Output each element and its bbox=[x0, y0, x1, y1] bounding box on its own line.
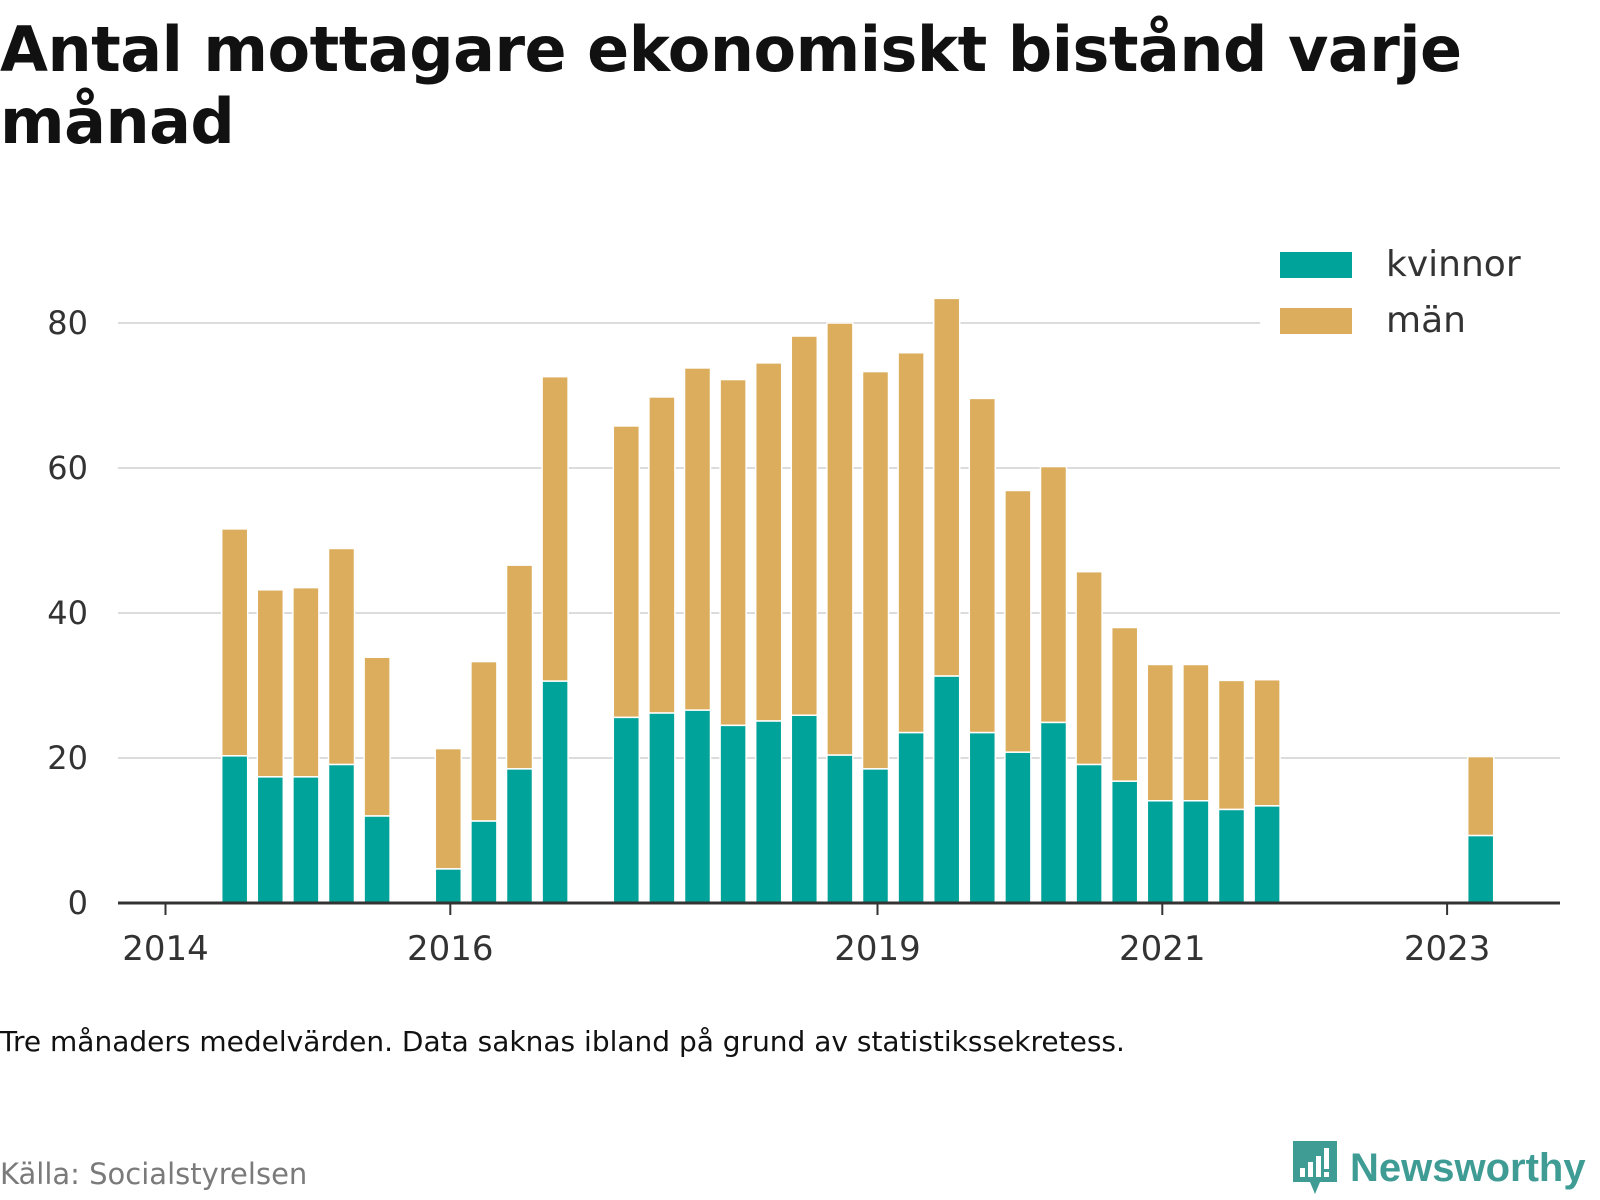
bar-man bbox=[826, 322, 854, 756]
bar-man bbox=[612, 425, 641, 719]
y-tick-label: 80 bbox=[47, 304, 88, 342]
bar-man bbox=[220, 528, 249, 757]
bar-man bbox=[327, 547, 356, 766]
bar-kvinnor bbox=[220, 755, 249, 904]
x-axis-ticks: 2014 2016 2019 2021 2023 bbox=[122, 903, 1490, 969]
x-tick-label: 2016 bbox=[407, 929, 494, 969]
bar-man bbox=[648, 396, 676, 714]
bar-kvinnor bbox=[1004, 751, 1032, 904]
bar-kvinnor bbox=[1146, 800, 1175, 904]
chart-title: Antal mottagare ekonomiskt bistånd varje… bbox=[0, 13, 1462, 158]
brand-logo: Newsworthy bbox=[1290, 1138, 1586, 1198]
x-tick-label: 2023 bbox=[1404, 929, 1491, 969]
bar-man bbox=[1075, 570, 1103, 766]
bar-man bbox=[505, 564, 534, 770]
bar-man bbox=[1217, 679, 1246, 811]
bar-man bbox=[292, 586, 320, 778]
bar-man bbox=[1466, 755, 1495, 837]
bar-man bbox=[968, 397, 997, 734]
bar-kvinnor bbox=[719, 724, 747, 904]
bar-man bbox=[719, 378, 747, 727]
bar-man bbox=[897, 351, 925, 734]
bar-kvinnor bbox=[683, 709, 712, 904]
bar-kvinnor bbox=[861, 768, 890, 904]
y-tick-label: 60 bbox=[47, 449, 88, 487]
bar-kvinnor bbox=[1217, 808, 1246, 904]
legend-swatch bbox=[1280, 252, 1352, 278]
bar-chart: 0 20 40 60 80 2014 2016 2019 2021 2023 kvinnor mä… bbox=[47, 244, 1560, 969]
bar-kvinnor bbox=[754, 720, 783, 904]
bar-man bbox=[1146, 663, 1175, 802]
bar-man bbox=[1110, 626, 1139, 782]
bar-kvinnor bbox=[897, 731, 925, 904]
legend-label: män bbox=[1386, 300, 1466, 341]
brand-name: Newsworthy bbox=[1350, 1145, 1586, 1190]
bar-man bbox=[861, 370, 890, 770]
legend-label: kvinnor bbox=[1386, 244, 1521, 285]
bar-kvinnor bbox=[1253, 805, 1281, 904]
bar-kvinnor bbox=[363, 815, 391, 904]
bar-kvinnor bbox=[434, 868, 463, 904]
source-credit: Källa: Socialstyrelsen bbox=[0, 1157, 308, 1191]
bar-man bbox=[1253, 678, 1281, 807]
bar-kvinnor bbox=[1110, 780, 1139, 904]
bar-man bbox=[1182, 663, 1210, 802]
bar-man bbox=[363, 656, 391, 817]
bar-kvinnor bbox=[1075, 763, 1103, 904]
bar-kvinnor bbox=[327, 763, 356, 904]
bar-man bbox=[1004, 489, 1032, 753]
bar-kvinnor bbox=[541, 680, 569, 904]
y-axis-ticks: 0 20 40 60 80 bbox=[47, 304, 88, 922]
bar-kvinnor bbox=[790, 714, 819, 904]
y-tick-label: 0 bbox=[68, 884, 88, 922]
x-tick-label: 2014 bbox=[122, 929, 209, 969]
bars bbox=[220, 297, 1495, 904]
bar-man bbox=[256, 589, 285, 778]
bar-kvinnor bbox=[932, 675, 961, 904]
bar-man bbox=[541, 375, 569, 682]
x-tick-label: 2021 bbox=[1119, 929, 1206, 969]
bar-kvinnor bbox=[256, 776, 285, 904]
bar-kvinnor bbox=[968, 731, 997, 904]
bar-man bbox=[932, 297, 961, 677]
bar-kvinnor bbox=[292, 776, 320, 904]
bar-kvinnor bbox=[470, 820, 498, 904]
x-tick-label: 2019 bbox=[834, 929, 921, 969]
bar-kvinnor bbox=[612, 716, 641, 904]
bar-man bbox=[790, 335, 819, 716]
bar-man bbox=[434, 747, 463, 870]
bar-kvinnor bbox=[505, 768, 534, 904]
bar-kvinnor bbox=[1039, 721, 1068, 904]
bar-kvinnor bbox=[1182, 800, 1210, 904]
bar-man bbox=[683, 367, 712, 711]
newsworthy-logo-icon bbox=[1293, 1141, 1337, 1194]
y-tick-label: 40 bbox=[47, 594, 88, 632]
bar-man bbox=[754, 362, 783, 722]
bar-man bbox=[470, 660, 498, 822]
bar-kvinnor bbox=[826, 754, 854, 904]
bar-man bbox=[1039, 465, 1068, 724]
chart-note: Tre månaders medelvärden. Data saknas ib… bbox=[0, 1025, 1125, 1058]
legend: kvinnor män bbox=[1260, 244, 1560, 346]
bar-kvinnor bbox=[1466, 834, 1495, 904]
legend-swatch bbox=[1280, 308, 1352, 334]
bar-kvinnor bbox=[648, 712, 676, 904]
y-tick-label: 20 bbox=[47, 739, 88, 777]
